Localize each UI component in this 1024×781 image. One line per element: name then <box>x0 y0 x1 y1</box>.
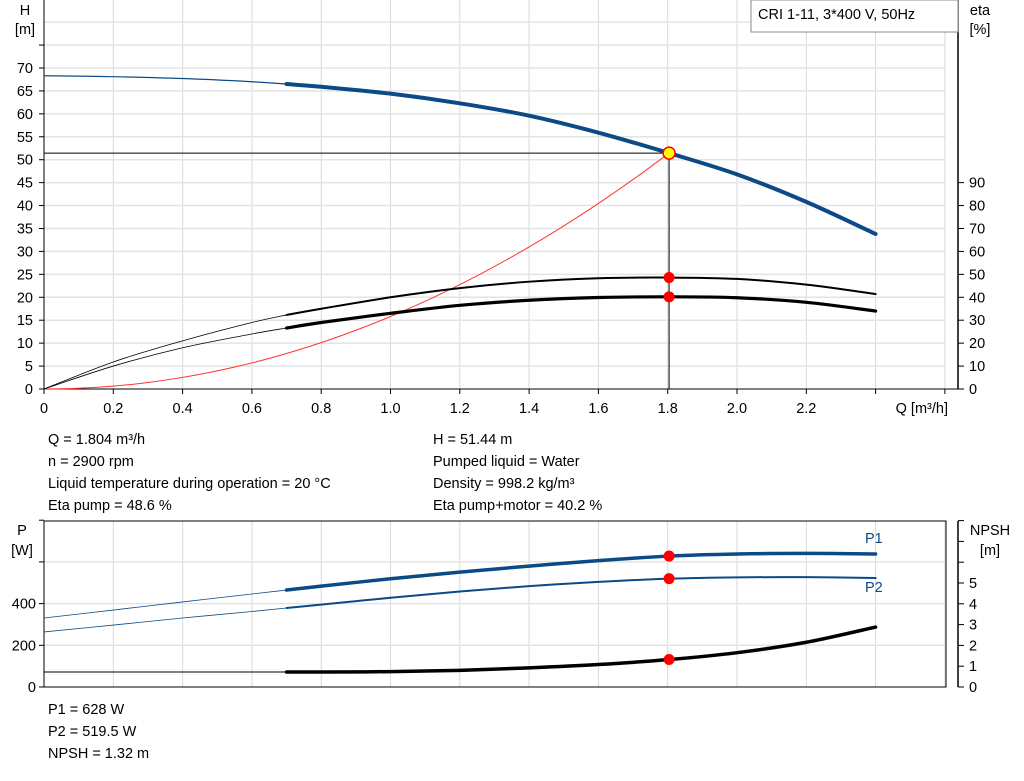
y-tick-label: 50 <box>17 153 33 169</box>
info-liquid: Pumped liquid = Water <box>433 454 580 470</box>
info-eta-pump-motor: Eta pump+motor = 40.2 % <box>433 498 603 514</box>
p2-curve-thin <box>43 607 287 633</box>
eta-pump-curve-thin <box>43 314 287 390</box>
eta-pump-motor-curve-thin <box>43 327 287 390</box>
y2-tick-label: 2 <box>969 638 977 654</box>
y-tick-label: 200 <box>12 638 36 654</box>
p1-curve-thin <box>43 589 287 619</box>
info-temperature: Liquid temperature during operation = 20… <box>48 476 331 492</box>
y2-tick-label: 10 <box>969 359 985 375</box>
x-tick-label: 1.8 <box>658 401 678 417</box>
y2-tick-label: 30 <box>969 313 985 329</box>
info-h: H = 51.44 m <box>433 432 513 448</box>
x-tick-label: 0.8 <box>311 401 331 417</box>
y-tick-label: 15 <box>17 313 33 329</box>
info-bottom: P1 = 628 W P2 = 519.5 W NPSH = 1.32 m <box>48 699 149 765</box>
x-tick-label: 2.0 <box>727 401 747 417</box>
y-tick-label: 45 <box>17 176 33 192</box>
y-tick-label: 0 <box>28 680 36 696</box>
legend-title: CRI 1-11, 3*400 V, 50Hz <box>758 7 915 23</box>
x-tick-label: 1.0 <box>380 401 400 417</box>
x-tick-label: 1.4 <box>519 401 539 417</box>
npsh-marker <box>663 654 675 666</box>
x-tick-label: 1.2 <box>450 401 470 417</box>
p2-marker <box>663 573 675 585</box>
operating-point-marker <box>662 146 676 160</box>
x-tick-label: 0.4 <box>173 401 193 417</box>
y2-tick-label: 40 <box>969 290 985 306</box>
eta-pump-motor-marker <box>663 291 675 303</box>
info-q: Q = 1.804 m³/h <box>48 432 146 448</box>
y2-tick-label: 70 <box>969 221 985 237</box>
x-tick-label: 0 <box>40 401 48 417</box>
y2-tick-label: 4 <box>969 597 977 613</box>
y-tick-label: 40 <box>17 199 33 215</box>
y2-tick-label: 1 <box>969 659 977 675</box>
p1-series-label: P1 <box>865 531 883 547</box>
y-tick-label: 0 <box>25 382 33 398</box>
eta-pump-motor-curve <box>284 295 878 330</box>
y2-axis-label: NPSH <box>970 523 1010 539</box>
legend-box <box>750 0 959 33</box>
y-tick-label: 5 <box>25 359 33 375</box>
p1-marker <box>663 550 675 562</box>
info-top-left: Q = 1.804 m³/h n = 2900 rpm Liquid tempe… <box>48 429 331 517</box>
y-tick-label: 400 <box>12 597 36 613</box>
y2-tick-label: 90 <box>969 176 985 192</box>
eta-pump-marker <box>663 272 675 284</box>
x-axis-label: Q [m³/h] <box>896 401 948 417</box>
y2-tick-label: 0 <box>969 382 977 398</box>
y-axis-label: P <box>17 523 27 539</box>
y-tick-label: 70 <box>17 61 33 77</box>
y2-axis-unit: [%] <box>970 22 991 38</box>
y-axis-label: H <box>20 3 30 19</box>
y-axis-unit: [W] <box>11 543 33 559</box>
h-curve-thin <box>43 75 287 85</box>
y-tick-label: 10 <box>17 336 33 352</box>
y-tick-label: 65 <box>17 84 33 100</box>
y-tick-label: 20 <box>17 290 33 306</box>
y2-tick-label: 50 <box>969 267 985 283</box>
info-density: Density = 998.2 kg/m³ <box>433 476 575 492</box>
y-axis-unit: [m] <box>15 22 35 38</box>
y-tick-label: 55 <box>17 130 33 146</box>
x-tick-label: 1.6 <box>588 401 608 417</box>
y2-tick-label: 3 <box>969 618 977 634</box>
y2-tick-label: 5 <box>969 576 977 592</box>
x-tick-label: 0.6 <box>242 401 262 417</box>
x-tick-label: 2.2 <box>796 401 816 417</box>
y-tick-label: 35 <box>17 221 33 237</box>
npsh-curve <box>284 625 878 674</box>
y2-axis-label: eta <box>970 3 991 19</box>
y2-tick-label: 60 <box>969 244 985 260</box>
info-p2: P2 = 519.5 W <box>48 724 137 740</box>
x-tick-label: 0.2 <box>103 401 123 417</box>
info-npsh: NPSH = 1.32 m <box>48 746 150 762</box>
y-tick-label: 30 <box>17 244 33 260</box>
y-tick-label: 60 <box>17 107 33 123</box>
p2-series-label: P2 <box>865 580 883 596</box>
y-tick-label: 25 <box>17 267 33 283</box>
y2-tick-label: 0 <box>969 680 977 696</box>
info-n: n = 2900 rpm <box>48 454 134 470</box>
y2-axis-unit: [m] <box>980 543 1000 559</box>
info-top-right: H = 51.44 m Pumped liquid = Water Densit… <box>433 429 602 517</box>
h-curve <box>284 82 878 236</box>
y2-tick-label: 20 <box>969 336 985 352</box>
eta-pump-curve <box>285 276 877 316</box>
info-eta-pump: Eta pump = 48.6 % <box>48 498 172 514</box>
system-curve <box>43 152 670 390</box>
info-p1: P1 = 628 W <box>48 702 125 718</box>
p2-curve <box>285 576 877 609</box>
y2-tick-label: 80 <box>969 199 985 215</box>
p1-curve <box>284 551 878 592</box>
